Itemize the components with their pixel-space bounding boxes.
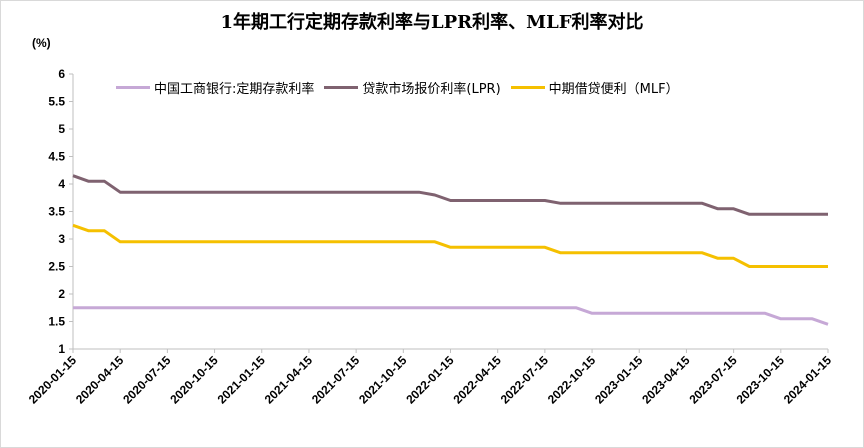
legend-label-mlf: 中期借贷便利（MLF） (548, 82, 679, 97)
series-line-deposit-rate (73, 306, 829, 326)
y-tick-label: 4.5 (48, 150, 65, 164)
x-tick-label: 2024-01-15 (781, 353, 835, 407)
y-tick-label: 6 (58, 67, 65, 81)
x-tick-label: 2023-10-15 (734, 353, 788, 407)
legend-swatch-mlf (510, 86, 545, 89)
series-line-mlf (72, 223, 828, 268)
y-tick-label: 5.5 (48, 95, 65, 109)
x-tick-label: 2022-01-15 (403, 353, 457, 407)
legend-label-lpr: 贷款市场报价利率(LPR) (362, 82, 501, 97)
x-tick-label: 2021-04-15 (262, 353, 316, 407)
y-tick-label: 4 (58, 177, 65, 191)
y-tick-label: 1 (58, 342, 65, 356)
x-tick-label: 2022-04-15 (450, 353, 504, 407)
x-tick-label: 2021-10-15 (356, 353, 410, 407)
y-tick-label: 2.5 (48, 260, 65, 274)
y-tick-label: 5 (58, 122, 65, 136)
chart-legend: 中国工商银行:定期存款利率 贷款市场报价利率(LPR) 中期借贷便利（MLF） (116, 78, 689, 97)
legend-swatch-lpr (324, 86, 359, 89)
legend-label-deposit-rate: 中国工商银行:定期存款利率 (154, 82, 315, 97)
legend-item-deposit-rate: 中国工商银行:定期存款利率 (116, 78, 314, 97)
x-tick-label: 2023-07-15 (686, 353, 740, 407)
y-tick-label: 1.5 (48, 315, 65, 329)
x-tick-label: 2021-01-15 (215, 353, 269, 407)
y-tick-label: 2 (58, 287, 65, 301)
legend-item-lpr: 贷款市场报价利率(LPR) (324, 78, 501, 97)
x-tick-label: 2021-07-15 (309, 353, 363, 407)
series-line-lpr (72, 174, 828, 216)
x-tick-label: 2022-07-15 (498, 353, 552, 407)
chart-title: 1年期工行定期存款利率与LPR利率、MLF利率对比 (220, 12, 644, 33)
y-tick-label: 3.5 (48, 205, 65, 219)
legend-swatch-deposit-rate (116, 86, 150, 89)
legend-item-mlf: 中期借贷便利（MLF） (510, 78, 679, 97)
x-tick-label: 2023-01-15 (592, 353, 646, 407)
x-tick-label: 2022-10-15 (545, 353, 599, 407)
x-tick-label: 2020-07-15 (120, 353, 174, 407)
y-tick-label: 3 (58, 232, 65, 246)
x-tick-label: 2023-04-15 (639, 353, 693, 407)
y-axis-unit-label: (%) (32, 36, 51, 50)
x-tick-label: 2020-04-15 (73, 353, 127, 407)
x-tick-label: 2020-10-15 (167, 353, 221, 407)
x-tick-label: 2020-01-15 (26, 353, 80, 407)
